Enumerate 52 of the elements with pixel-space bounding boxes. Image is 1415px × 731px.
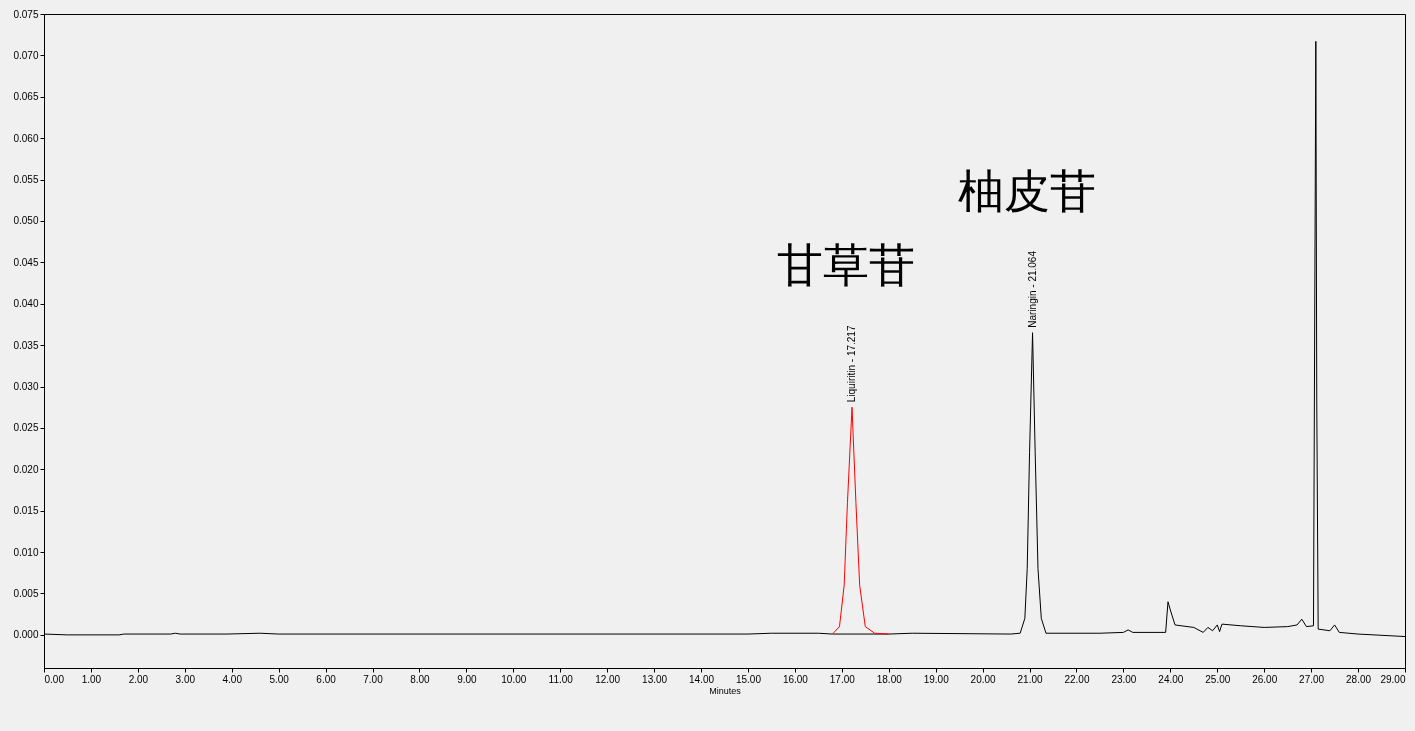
x-tick-label: 2.00 xyxy=(128,673,149,685)
y-tick-label: 0.065 xyxy=(13,91,39,103)
x-tick-label: 0.00 xyxy=(44,673,65,685)
y-tick-label: 0.045 xyxy=(13,256,39,268)
x-tick-label: 14.00 xyxy=(689,673,715,685)
y-tick-label: 0.050 xyxy=(13,215,39,227)
x-tick-label: 6.00 xyxy=(316,673,337,685)
y-tick-label: 0.025 xyxy=(13,422,39,434)
x-tick-label: 7.00 xyxy=(363,673,384,685)
x-tick-label: 17.00 xyxy=(829,673,856,685)
y-tick-label: 0.020 xyxy=(13,463,39,475)
x-tick-label: 24.00 xyxy=(1158,673,1184,685)
x-tick-label: 15.00 xyxy=(735,673,762,685)
annotation: Naringin - 21.064 xyxy=(1026,250,1038,328)
x-tick-label: 3.00 xyxy=(175,673,196,685)
y-tick-label: 0.005 xyxy=(13,587,39,599)
x-axis-title: Minutes xyxy=(709,685,742,696)
x-tick-label: 19.00 xyxy=(923,673,950,685)
y-tick-label: 0.010 xyxy=(13,546,39,558)
annotation: Liquiritin - 17.217 xyxy=(846,325,858,403)
y-tick-label: 0.075 xyxy=(13,8,39,20)
y-tick-label: 0.035 xyxy=(13,339,39,351)
x-tick-label: 9.00 xyxy=(457,673,478,685)
x-tick-label: 26.00 xyxy=(1252,673,1278,685)
y-tick-label: 0.015 xyxy=(13,505,39,517)
x-tick-label: 20.00 xyxy=(970,673,997,685)
x-tick-label: 22.00 xyxy=(1064,673,1090,685)
x-tick-label: 18.00 xyxy=(876,673,903,685)
y-tick-label: 0.040 xyxy=(13,298,39,310)
y-tick-label: 0.060 xyxy=(13,132,39,144)
x-tick-label: 8.00 xyxy=(410,673,431,685)
x-tick-label: 29.00 xyxy=(1380,673,1406,685)
y-tick-label: 0.030 xyxy=(13,381,39,393)
x-tick-label: 23.00 xyxy=(1111,673,1137,685)
x-tick-label: 4.00 xyxy=(222,673,243,685)
x-tick-label: 1.00 xyxy=(81,673,102,685)
x-tick-label: 16.00 xyxy=(782,673,809,685)
annotation: 柚皮苷 xyxy=(957,163,1096,218)
x-tick-label: 28.00 xyxy=(1346,673,1372,685)
y-tick-label: 0.000 xyxy=(13,629,39,641)
y-tick-label: 0.070 xyxy=(13,49,39,61)
x-tick-label: 5.00 xyxy=(269,673,290,685)
y-tick-label: 0.055 xyxy=(13,174,39,186)
x-tick-label: 10.00 xyxy=(501,673,527,685)
x-tick-label: 12.00 xyxy=(595,673,621,685)
x-tick-label: 13.00 xyxy=(642,673,668,685)
annotation: 甘草苷 xyxy=(777,238,916,293)
x-tick-label: 27.00 xyxy=(1299,673,1325,685)
x-tick-label: 21.00 xyxy=(1017,673,1043,685)
line-series xyxy=(831,406,890,635)
x-tick-label: 25.00 xyxy=(1205,673,1231,685)
x-tick-label: 11.00 xyxy=(548,673,574,685)
